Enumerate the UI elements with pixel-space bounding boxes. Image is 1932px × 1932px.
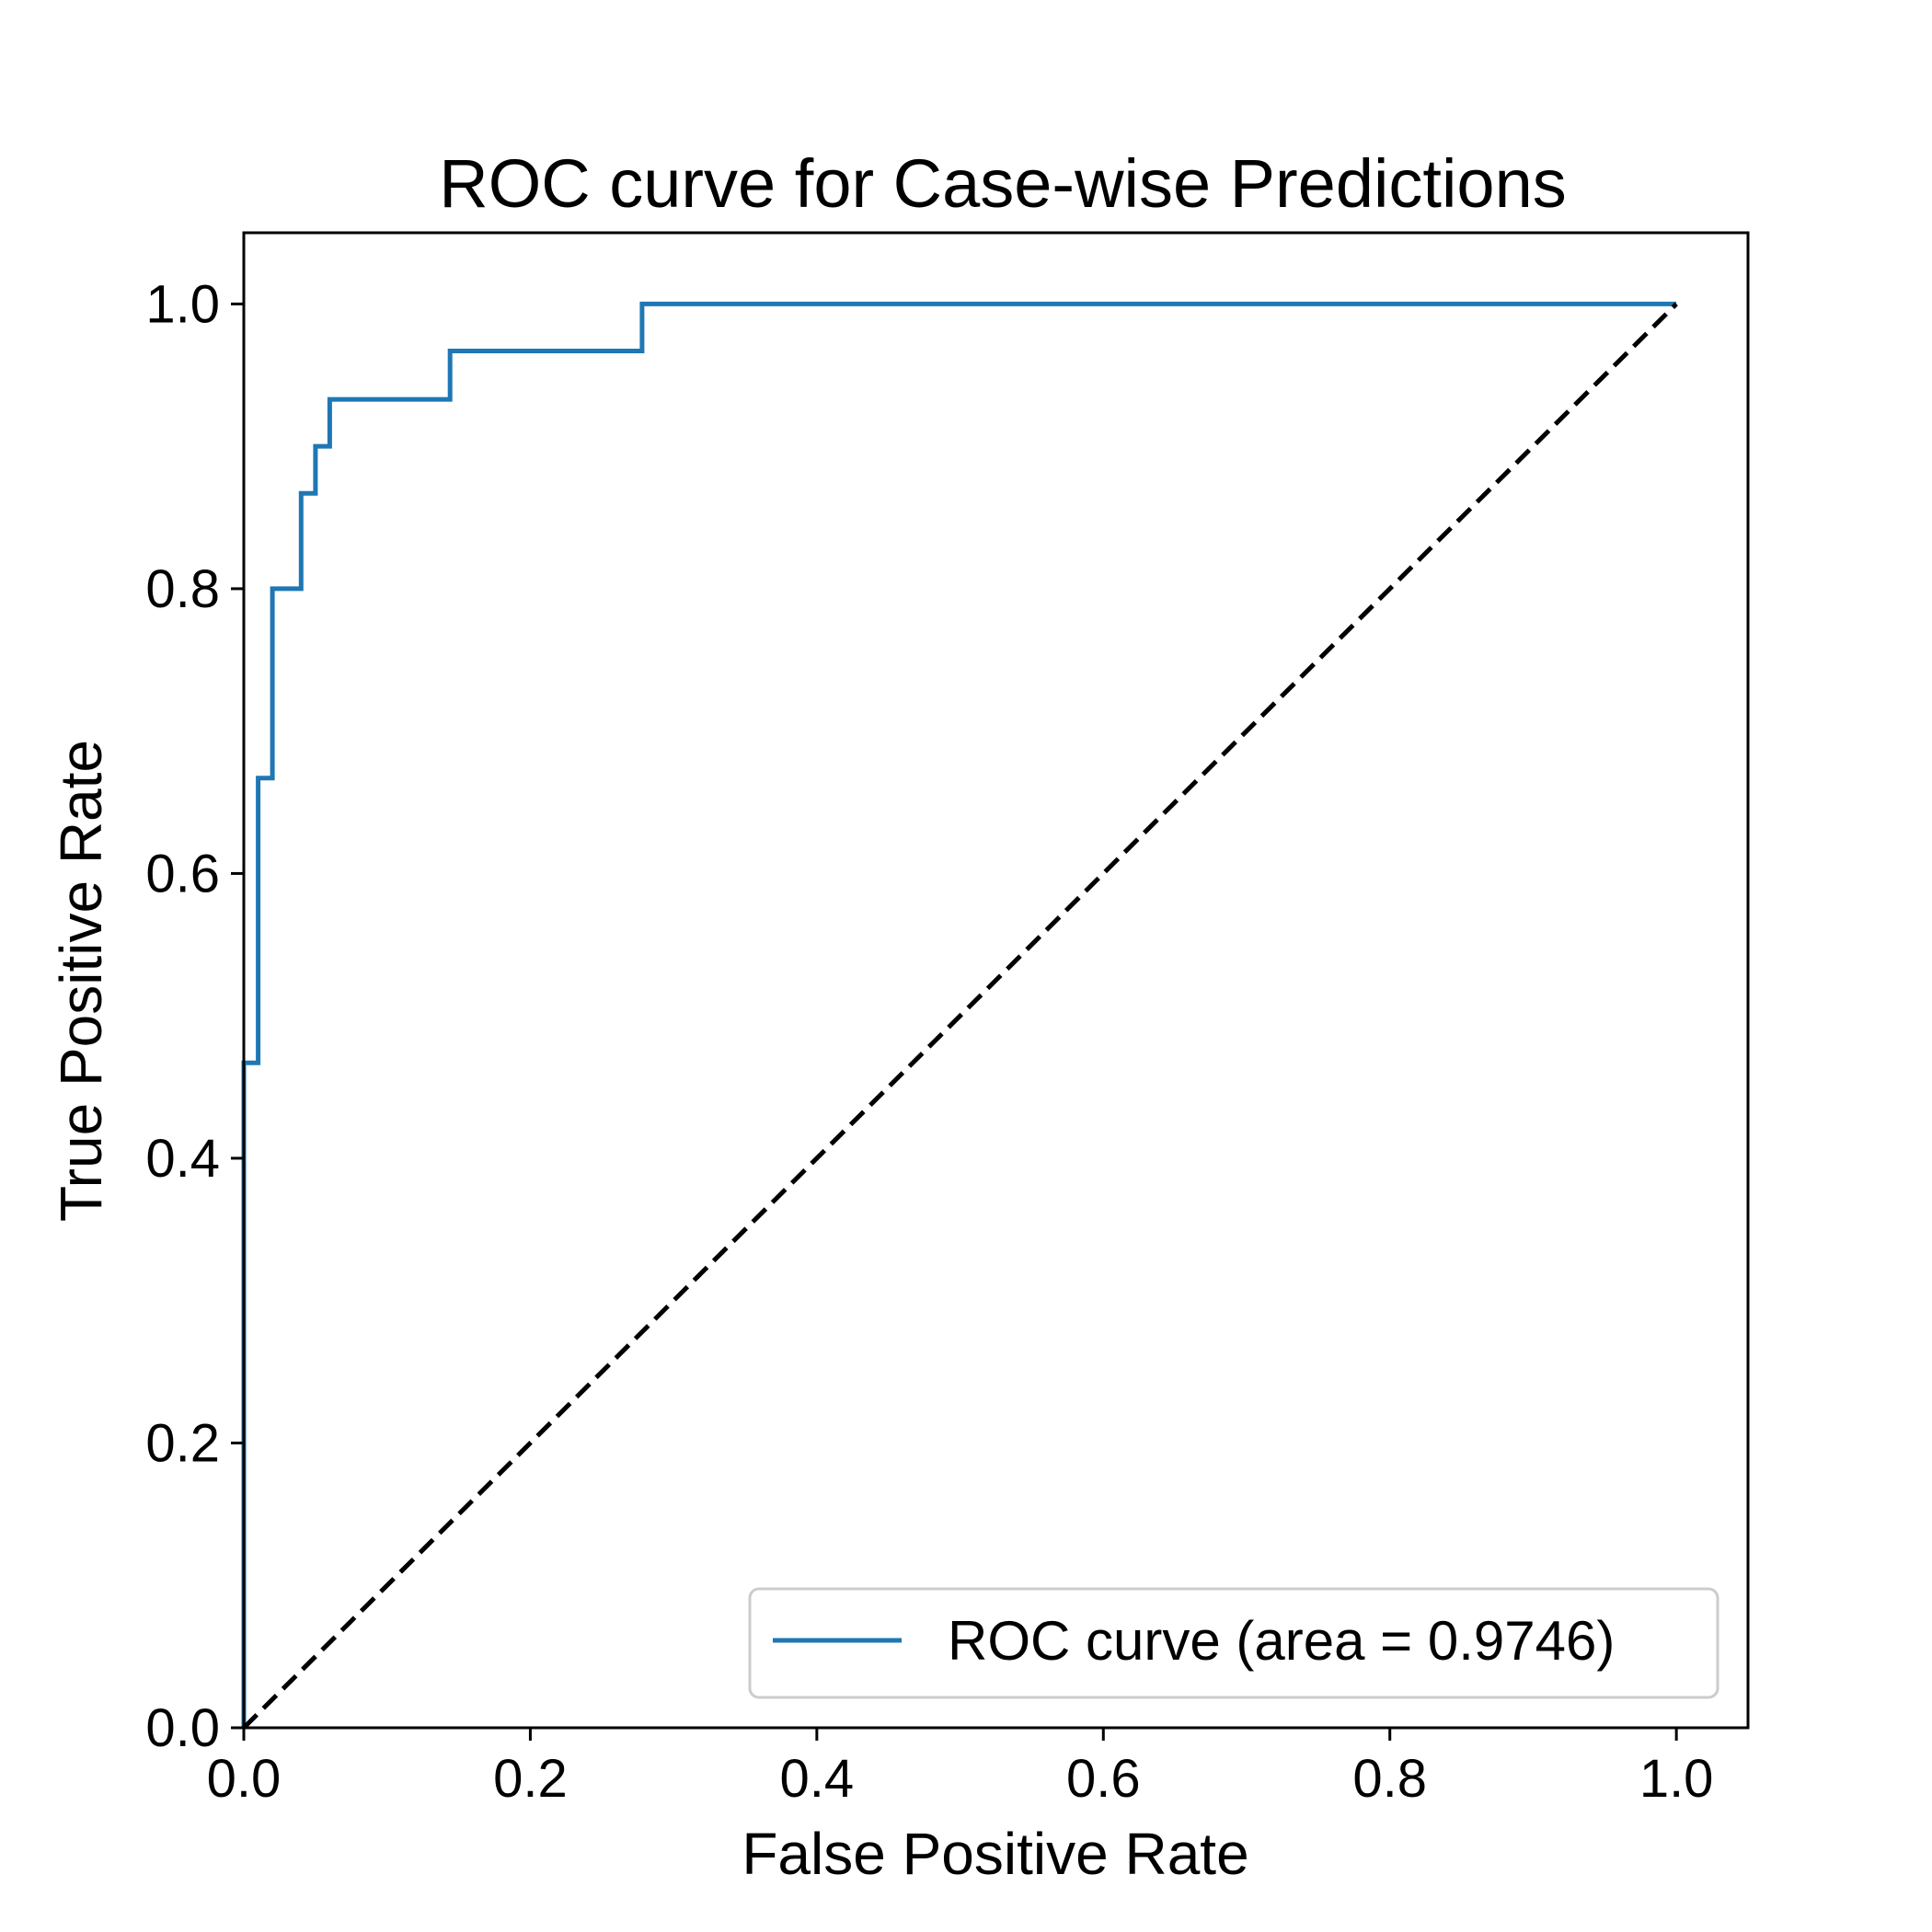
- legend: ROC curve (area = 0.9746): [748, 1587, 1719, 1699]
- x-tick-label: 0.6: [1066, 1749, 1141, 1809]
- plot-frame: [242, 231, 1750, 1730]
- legend-entry-roc: ROC curve (area = 0.9746): [948, 1610, 1615, 1672]
- chart-title: ROC curve for Case-wise Predictions: [439, 145, 1566, 222]
- x-axis-label: False Positive Rate: [742, 1821, 1248, 1887]
- y-tick-label: 0.4: [145, 1129, 220, 1189]
- y-tick-label: 0.0: [145, 1698, 220, 1758]
- y-tick-label: 1.0: [145, 274, 220, 334]
- x-tick-label: 0.0: [207, 1749, 282, 1809]
- x-tick-label: 0.4: [780, 1749, 855, 1809]
- y-tick-label: 0.6: [145, 844, 220, 903]
- x-tick-label: 0.8: [1352, 1749, 1427, 1809]
- legend-box: [748, 1587, 1719, 1699]
- x-tick-label: 1.0: [1639, 1749, 1714, 1809]
- axis-ticks: 0.0 0.2 0.4 0.6 0.8 1.0 0.0 0.2 0.4 0.6 0.8 1.0: [145, 274, 1713, 1809]
- y-axis-label: True Positive Rate: [48, 740, 114, 1222]
- roc-curve-line: [241, 301, 1677, 1728]
- chance-diagonal-line: [242, 302, 1678, 1730]
- y-tick-label: 0.8: [145, 559, 220, 619]
- y-tick-label: 0.2: [145, 1413, 220, 1473]
- x-tick-label: 0.2: [493, 1749, 568, 1809]
- plot-area: [241, 301, 1678, 1730]
